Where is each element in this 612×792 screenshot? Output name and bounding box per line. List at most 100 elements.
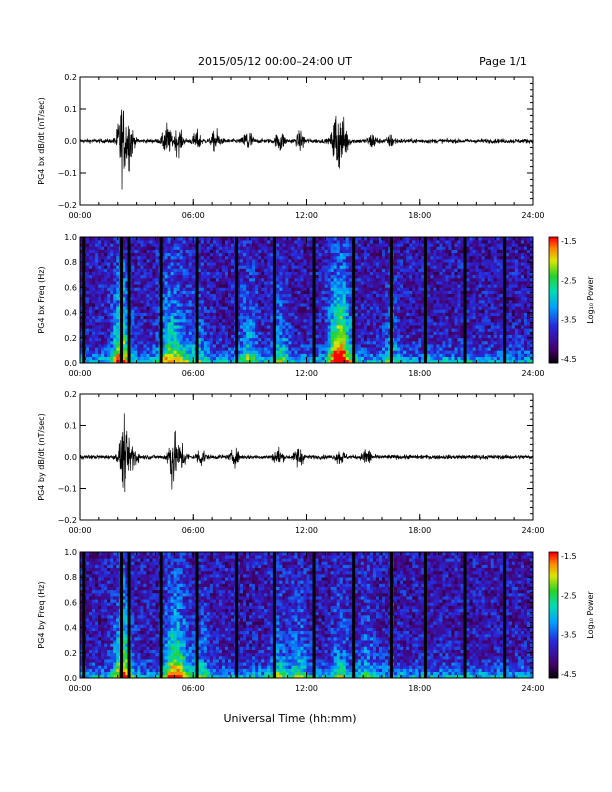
- spectrogram-cell: [382, 246, 386, 250]
- spectrogram-cell: [246, 350, 250, 354]
- spectrogram-cell: [107, 337, 111, 342]
- spectrogram-cell: [261, 249, 265, 254]
- spectrogram-cell: [372, 237, 377, 241]
- spectrogram-cell: [372, 281, 377, 285]
- spectrogram-cell: [430, 312, 434, 317]
- spectrogram-cell: [427, 293, 431, 298]
- spectrogram-cell: [412, 303, 416, 307]
- spectrogram-cell: [369, 306, 374, 310]
- spectrogram-cell: [86, 331, 90, 335]
- spectrogram-cell: [309, 284, 313, 288]
- spectrogram-cell: [427, 249, 431, 254]
- spectrogram-cell: [221, 340, 226, 345]
- spectrogram-cell: [385, 356, 389, 361]
- spectrogram-cell: [324, 265, 328, 269]
- spectrogram-cell: [176, 331, 180, 335]
- spectrogram-cell: [388, 255, 392, 260]
- spectrogram-cell: [297, 344, 301, 348]
- spectrogram-cell: [294, 356, 298, 361]
- spectrogram-cell: [246, 237, 250, 241]
- spectrogram-cell: [176, 268, 180, 272]
- spectrogram-cell: [249, 259, 253, 263]
- spectrogram-cell: [143, 268, 147, 272]
- spectrogram-cell: [206, 274, 211, 279]
- spectrogram-cell: [406, 331, 410, 335]
- spectrogram-cell: [209, 262, 214, 266]
- spectrogram-cell: [170, 277, 174, 282]
- spectrogram-cell: [261, 322, 265, 326]
- spectrogram-cell: [167, 237, 171, 241]
- spectrogram-cell: [167, 240, 171, 244]
- spectrogram-cell: [261, 353, 265, 357]
- spectrogram-cell: [140, 240, 144, 244]
- spectrogram-cell: [306, 350, 310, 354]
- spectrogram-cell: [140, 356, 144, 361]
- spectrogram-cell: [188, 243, 193, 247]
- spectrogram-cell: [378, 243, 383, 247]
- spectrogram-cell: [258, 322, 262, 326]
- spectrogram-cell: [303, 290, 307, 294]
- spectrogram-cell: [303, 356, 307, 361]
- spectrogram-cell: [318, 350, 322, 354]
- spectrogram-cell: [98, 334, 102, 339]
- spectrogram-cell: [185, 252, 190, 257]
- spectrogram-cell: [104, 281, 108, 285]
- spectrogram-cell: [372, 331, 377, 335]
- spectrogram-cell: [385, 293, 389, 298]
- spectrogram-cell: [433, 309, 437, 313]
- spectrogram-cell: [397, 328, 401, 332]
- spectrogram-cell: [209, 312, 214, 317]
- spectrogram-cell: [104, 268, 108, 272]
- spectrogram-cell: [170, 344, 174, 348]
- spectrogram-cell: [218, 359, 223, 364]
- spectrogram-cell: [185, 268, 190, 272]
- spectrogram-cell: [327, 293, 331, 298]
- spectrogram-cell: [101, 296, 105, 301]
- spectrogram-cell: [294, 281, 298, 285]
- spectrogram-cell: [363, 300, 368, 304]
- spectrogram-cell: [400, 331, 404, 335]
- spectrogram-cell: [203, 353, 208, 357]
- spectrogram-cell: [255, 243, 259, 247]
- spectrogram-cell: [164, 262, 168, 266]
- spectrogram-cell: [203, 350, 208, 354]
- spectrogram-cell: [149, 328, 153, 332]
- spectrogram-cell: [267, 300, 271, 304]
- spectrogram-cell: [249, 271, 253, 276]
- spectrogram-cell: [110, 318, 114, 323]
- spectrogram-cell: [137, 306, 141, 310]
- spectrogram-cell: [243, 300, 247, 304]
- spectrogram-cell: [98, 303, 102, 307]
- spectrogram-cell: [155, 284, 159, 288]
- spectrogram-cell: [297, 353, 301, 357]
- spectrogram-cell: [363, 274, 368, 279]
- spectrogram-cell: [291, 277, 295, 282]
- spectrogram-cell: [309, 340, 313, 345]
- spectrogram-cell: [375, 271, 380, 276]
- spectrogram-cell: [436, 262, 440, 266]
- spectrogram-cell: [327, 274, 331, 279]
- spectrogram-cell: [231, 356, 235, 361]
- spectrogram-cell: [279, 318, 283, 323]
- spectrogram-cell: [315, 237, 319, 241]
- spectrogram-cell: [276, 300, 280, 304]
- spectrogram-cell: [137, 255, 141, 260]
- spectrogram-cell: [294, 331, 298, 335]
- spectrogram-cell: [282, 287, 286, 291]
- spectrogram-cell: [122, 315, 126, 320]
- spectrogram-cell: [170, 296, 174, 301]
- spectrogram-cell: [134, 334, 138, 339]
- spectrogram-cell: [140, 350, 144, 354]
- spectrogram-cell: [149, 322, 153, 326]
- x-tick-label: 06:00: [182, 211, 205, 220]
- spectrogram-cell: [143, 353, 147, 357]
- spectrogram-cell: [173, 277, 177, 282]
- spectrogram-cell: [430, 243, 434, 247]
- spectrogram-cell: [203, 287, 208, 291]
- spectrogram-cell: [255, 277, 259, 282]
- spectrogram-cell: [224, 249, 229, 254]
- spectrogram-cell: [221, 347, 226, 351]
- spectrogram-cell: [342, 322, 347, 326]
- spectrogram-cell: [237, 303, 241, 307]
- spectrogram-cell: [212, 249, 217, 254]
